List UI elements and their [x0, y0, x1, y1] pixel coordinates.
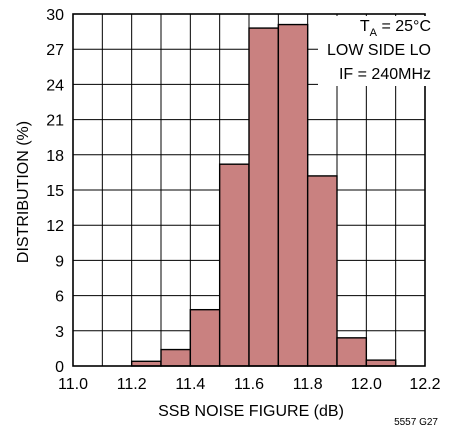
- histogram-bar-4: [189, 308, 221, 367]
- bars: [130, 23, 397, 367]
- x-axis-title: SSB NOISE FIGURE (dB): [158, 403, 344, 420]
- y-tick-label: 0: [55, 359, 64, 376]
- histogram-bar-6: [248, 27, 280, 367]
- y-tick-label: 12: [46, 218, 64, 235]
- x-tick-label: 12.2: [409, 376, 440, 393]
- x-tick-labels: 11.0 11.2 11.4 11.6 11.8 12.0 12.2: [58, 376, 441, 393]
- y-tick-labels: 0 3 6 9 12 15 18 21 24 27 30: [46, 7, 64, 376]
- x-tick-label: 11.8: [293, 376, 323, 393]
- plot-frame: [72, 13, 426, 367]
- x-tick-label: 11.4: [175, 376, 205, 393]
- y-tick-label: 24: [46, 77, 64, 94]
- y-tick-label: 30: [46, 7, 64, 24]
- histogram-bar-8: [306, 175, 338, 367]
- annotation-background: [318, 16, 435, 86]
- x-tick-label: 11.0: [58, 376, 88, 393]
- y-tick-label: 6: [55, 289, 64, 306]
- y-tick-label: 27: [46, 42, 64, 59]
- x-tick-label: 12.0: [351, 376, 382, 393]
- annotation-temperature: TA = 25°C: [360, 18, 431, 39]
- y-axis-title: DISTRIBUTION (%): [15, 121, 32, 263]
- histogram-bar-5: [218, 163, 250, 367]
- annotation-lo-side: LOW SIDE LO: [327, 42, 431, 59]
- y-tick-label: 9: [55, 253, 64, 270]
- y-tick-label: 15: [46, 183, 64, 200]
- histogram-bar-10: [365, 359, 397, 367]
- y-tick-label: 21: [46, 113, 64, 130]
- plot-border: [72, 13, 426, 367]
- annotation-if: IF = 240MHz: [339, 66, 431, 83]
- histogram-bar-7: [277, 23, 309, 367]
- histogram-bar-3: [160, 348, 192, 367]
- figure-id: 5557 G27: [394, 417, 438, 428]
- y-tick-label: 3: [55, 324, 64, 341]
- x-tick-label: 11.6: [234, 376, 264, 393]
- y-tick-label: 18: [46, 148, 64, 165]
- histogram-bar-9: [336, 337, 368, 367]
- x-tick-label: 11.2: [117, 376, 147, 393]
